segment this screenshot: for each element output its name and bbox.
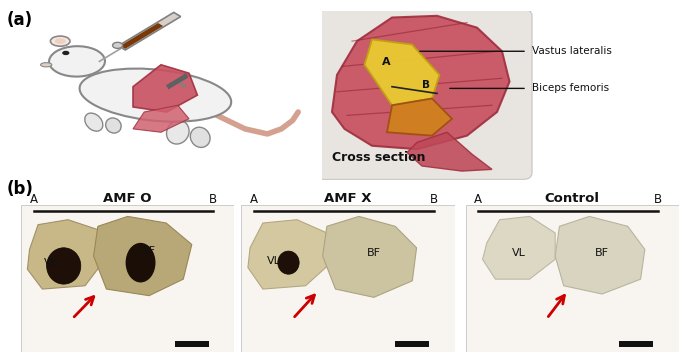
- Polygon shape: [332, 16, 510, 149]
- Text: A: A: [251, 193, 258, 206]
- Ellipse shape: [47, 248, 80, 284]
- Bar: [466, 205, 679, 352]
- Text: VL: VL: [44, 258, 58, 268]
- Text: (b): (b): [7, 180, 34, 197]
- Text: (a): (a): [7, 11, 33, 29]
- Bar: [21, 205, 235, 352]
- Ellipse shape: [190, 127, 210, 148]
- Bar: [241, 205, 455, 352]
- Text: VL: VL: [267, 256, 281, 266]
- Text: BF: BF: [595, 248, 609, 258]
- Text: B: B: [430, 193, 438, 206]
- Bar: [175, 341, 209, 347]
- Ellipse shape: [167, 121, 189, 144]
- Text: AMF O: AMF O: [104, 192, 152, 205]
- Text: BF: BF: [367, 248, 381, 258]
- Text: Control: Control: [545, 192, 600, 205]
- Ellipse shape: [278, 251, 299, 274]
- Text: Vastus lateralis: Vastus lateralis: [532, 46, 612, 56]
- Text: B: B: [654, 193, 662, 206]
- Polygon shape: [387, 98, 452, 136]
- Polygon shape: [248, 220, 331, 289]
- Ellipse shape: [106, 118, 121, 133]
- Polygon shape: [133, 65, 197, 112]
- Polygon shape: [482, 216, 555, 279]
- Polygon shape: [407, 132, 492, 171]
- Circle shape: [62, 51, 69, 55]
- Polygon shape: [133, 105, 189, 132]
- Polygon shape: [323, 216, 416, 297]
- Bar: [620, 341, 653, 347]
- Text: BF: BF: [142, 246, 156, 256]
- Polygon shape: [365, 39, 440, 105]
- Text: Biceps femoris: Biceps femoris: [532, 83, 609, 93]
- Polygon shape: [27, 220, 106, 289]
- FancyBboxPatch shape: [312, 9, 532, 180]
- Text: B: B: [209, 193, 217, 206]
- Polygon shape: [120, 23, 163, 49]
- Ellipse shape: [50, 36, 70, 46]
- Polygon shape: [94, 216, 192, 296]
- Ellipse shape: [41, 63, 52, 67]
- Text: AMF X: AMF X: [325, 192, 372, 205]
- Ellipse shape: [55, 38, 66, 44]
- Text: A: A: [382, 57, 391, 67]
- Bar: [395, 341, 429, 347]
- Text: Cross section: Cross section: [332, 151, 426, 164]
- Polygon shape: [555, 216, 645, 294]
- Ellipse shape: [49, 46, 105, 76]
- Text: A: A: [475, 193, 482, 206]
- Ellipse shape: [125, 243, 155, 283]
- Text: A: A: [30, 193, 38, 206]
- Polygon shape: [118, 13, 181, 50]
- Ellipse shape: [80, 69, 231, 122]
- Circle shape: [113, 42, 122, 48]
- Ellipse shape: [85, 113, 103, 131]
- Text: B: B: [422, 80, 430, 90]
- Text: VL: VL: [512, 248, 526, 258]
